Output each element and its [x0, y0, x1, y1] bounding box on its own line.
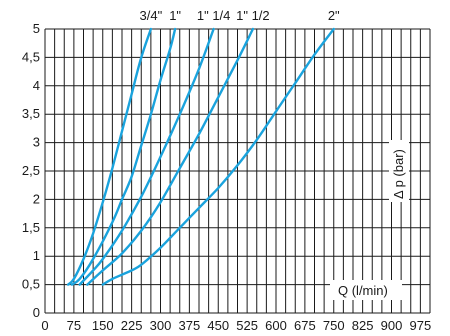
x-tick-label: 975: [410, 318, 432, 333]
curves: [66, 27, 335, 286]
x-axis-title-background: [330, 280, 402, 300]
series-label: 1": [169, 8, 181, 23]
series-line-2: [78, 27, 215, 286]
x-tick-label: 375: [179, 318, 201, 333]
series-label: 1" 1/2: [236, 8, 270, 23]
y-axis-title: Δ p (bar): [391, 149, 406, 199]
y-tick-label: 2,5: [22, 163, 40, 178]
x-tick-label: 225: [121, 318, 143, 333]
x-tick-label: 0: [41, 318, 48, 333]
x-tick-label: 525: [236, 318, 258, 333]
x-tick-label: 825: [352, 318, 374, 333]
x-tick-label: 600: [265, 318, 287, 333]
y-tick-label: 2: [33, 191, 40, 206]
y-tick-label: 3: [33, 135, 40, 150]
y-axis-title-background: [389, 140, 409, 202]
grid: [44, 28, 431, 314]
x-tick-label: 750: [323, 318, 345, 333]
x-tick-label: 75: [67, 318, 81, 333]
y-tick-label: 0,5: [22, 277, 40, 292]
y-tick-label: 0: [33, 305, 40, 320]
series-label: 3/4": [140, 8, 163, 23]
series-label: 2": [328, 8, 340, 23]
y-tick-label: 3,5: [22, 106, 40, 121]
x-tick-label: 900: [381, 318, 403, 333]
y-tick-label: 1,5: [22, 220, 40, 235]
series-line-0: [66, 27, 153, 286]
series-line-4: [101, 27, 335, 286]
y-tick-label: 4: [33, 78, 40, 93]
x-axis-title: Q (l/min): [338, 283, 388, 298]
y-tick-label: 5: [33, 21, 40, 36]
tick-labels: 0 75 150 225 300 375 450 525 600 675 750 825 900 9750…: [22, 21, 431, 333]
y-tick-label: 4,5: [22, 49, 40, 64]
axis-titles: Q (l/min) Δ p (bar): [330, 140, 409, 300]
y-tick-label: 1: [33, 248, 40, 263]
x-tick-label: 450: [207, 318, 229, 333]
x-tick-label: 675: [294, 318, 316, 333]
series-line-1: [70, 27, 177, 286]
x-tick-label: 300: [150, 318, 172, 333]
series-line-3: [86, 27, 255, 286]
series-label: 1" 1/4: [197, 8, 231, 23]
x-tick-label: 150: [92, 318, 114, 333]
series-labels: 3/4" 1" 1" 1/4 1" 1/2 2": [140, 8, 341, 23]
